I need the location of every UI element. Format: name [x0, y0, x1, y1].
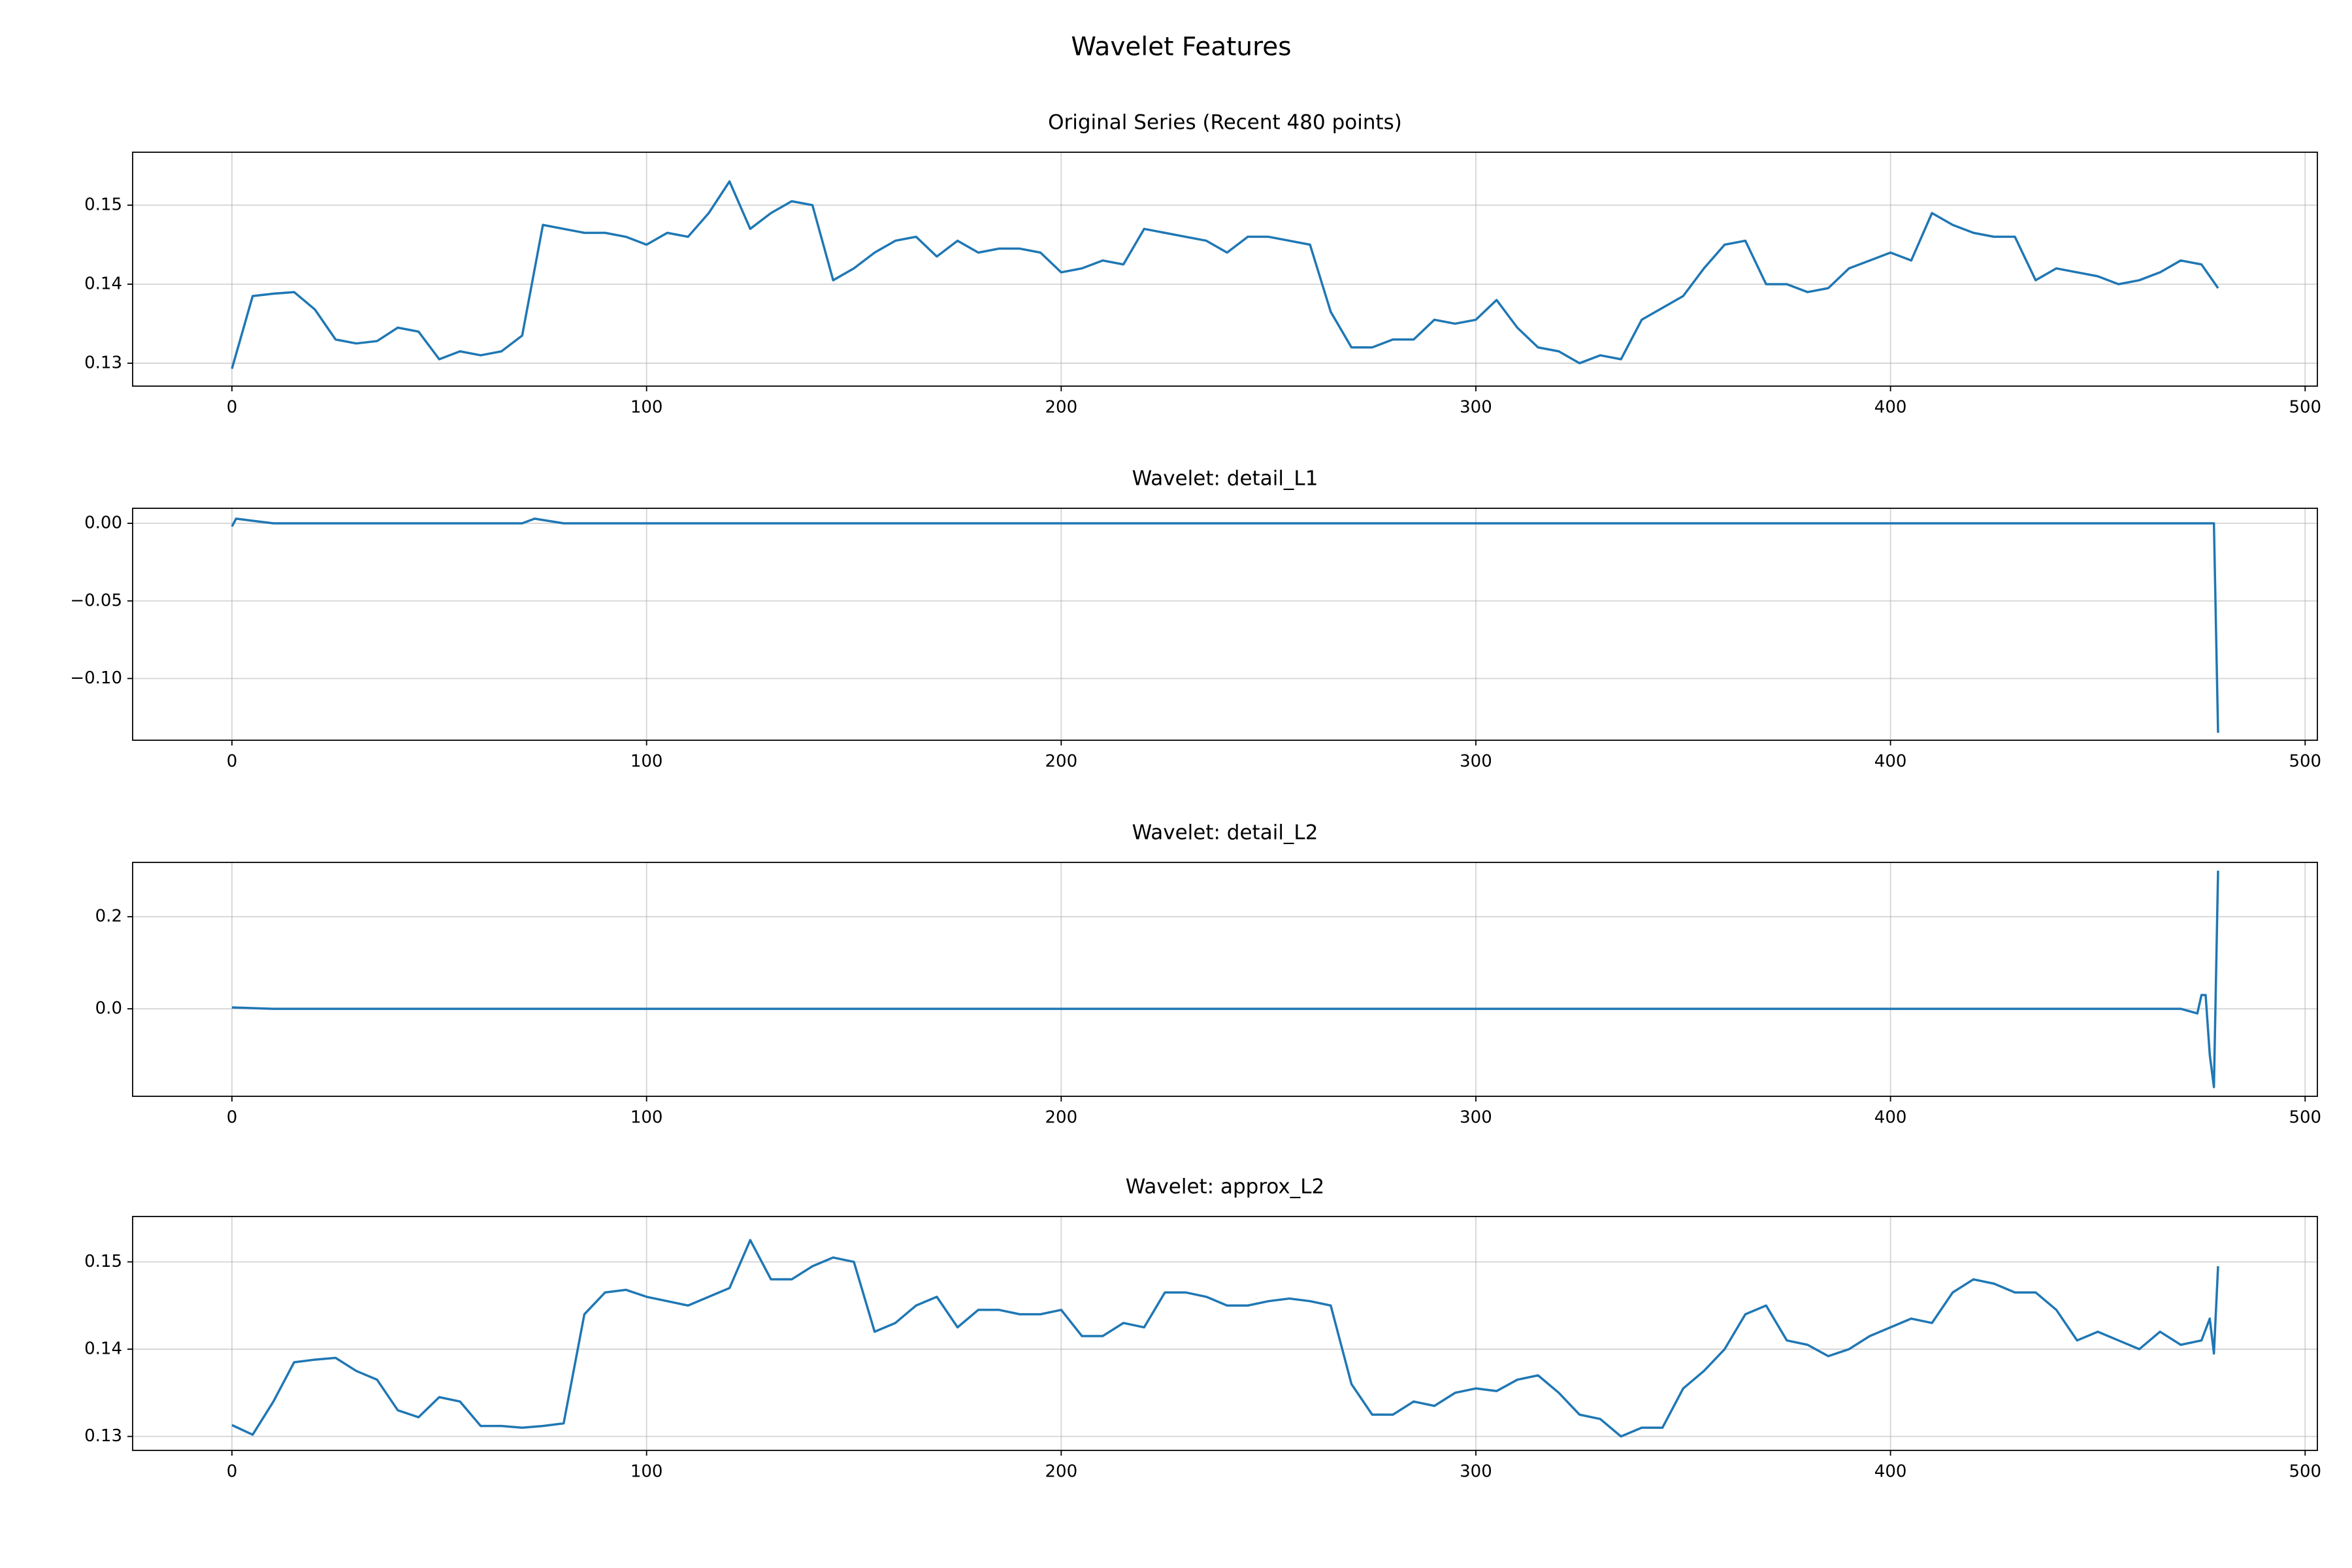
figure-title: Wavelet Features — [1071, 33, 1291, 62]
x-tick-label: 500 — [2289, 1108, 2321, 1128]
subplot-title: Wavelet: detail_L1 — [1132, 467, 1318, 491]
x-tick-label: 200 — [1045, 1108, 1077, 1128]
x-tick-label: 0 — [227, 752, 238, 772]
y-tick-label: 0.2 — [95, 907, 122, 926]
x-tick-label: 300 — [1460, 1108, 1492, 1128]
subplot-title: Original Series (Recent 480 points) — [1048, 111, 1402, 135]
y-tick-label: 0.13 — [84, 353, 122, 372]
y-tick-label: −0.05 — [70, 591, 122, 610]
subplot-title: Wavelet: approx_L2 — [1126, 1175, 1325, 1199]
x-tick-label: 300 — [1460, 1462, 1492, 1482]
x-tick-label: 300 — [1460, 398, 1492, 417]
axes-frame — [132, 1216, 2318, 1451]
x-tick-label: 300 — [1460, 752, 1492, 772]
y-tick-label: −0.10 — [70, 668, 122, 688]
x-tick-label: 400 — [1874, 398, 1907, 417]
x-tick-label: 0 — [227, 1462, 238, 1482]
x-tick-label: 200 — [1045, 752, 1077, 772]
series-line — [231, 517, 2219, 733]
x-tick-label: 100 — [630, 1462, 663, 1482]
x-tick-label: 500 — [2289, 398, 2321, 417]
x-tick-label: 500 — [2289, 1462, 2321, 1482]
axes-frame — [132, 862, 2318, 1097]
y-tick-label: 0.00 — [84, 514, 122, 533]
x-tick-label: 400 — [1874, 1108, 1907, 1128]
series-line — [231, 870, 2219, 1088]
y-tick-label: 0.15 — [84, 195, 122, 215]
x-tick-label: 200 — [1045, 398, 1077, 417]
x-tick-label: 200 — [1045, 1462, 1077, 1482]
series-line — [231, 180, 2219, 369]
y-tick-label: 0.0 — [95, 999, 122, 1019]
x-tick-label: 400 — [1874, 1462, 1907, 1482]
x-tick-label: 400 — [1874, 752, 1907, 772]
x-tick-label: 0 — [227, 1108, 238, 1128]
axes-frame — [132, 152, 2318, 387]
x-tick-label: 500 — [2289, 752, 2321, 772]
subplot-title: Wavelet: detail_L2 — [1132, 821, 1318, 845]
axes-frame — [132, 508, 2318, 741]
x-tick-label: 0 — [227, 398, 238, 417]
y-tick-label: 0.15 — [84, 1252, 122, 1271]
y-tick-label: 0.14 — [84, 1339, 122, 1359]
x-tick-label: 100 — [630, 752, 663, 772]
x-tick-label: 100 — [630, 398, 663, 417]
y-tick-label: 0.14 — [84, 274, 122, 293]
series-line — [231, 1239, 2219, 1438]
x-tick-label: 100 — [630, 1108, 663, 1128]
y-tick-label: 0.13 — [84, 1426, 122, 1446]
